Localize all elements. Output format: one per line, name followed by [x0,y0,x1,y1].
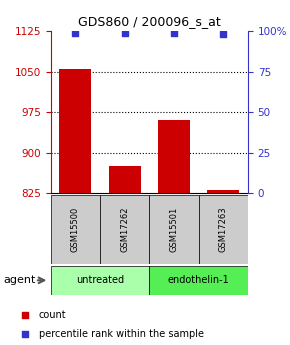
Point [122,30,127,36]
Bar [51,195,100,264]
Bar [100,195,149,264]
Point [243,77,247,82]
Bar [51,266,149,295]
Bar [149,195,199,264]
Bar [158,120,190,193]
Text: agent: agent [3,275,35,285]
Bar [207,190,239,193]
Point [73,30,78,36]
Point [172,30,176,36]
Point [221,31,226,37]
Point [243,253,247,258]
Text: GSM15501: GSM15501 [169,207,179,252]
Text: GSM15500: GSM15500 [71,207,80,252]
Bar [109,166,141,193]
Bar [199,195,248,264]
Text: endothelin-1: endothelin-1 [168,275,229,285]
Text: count: count [39,310,66,319]
Text: untreated: untreated [76,275,124,285]
Bar [149,266,248,295]
Text: GSM17262: GSM17262 [120,207,129,252]
Text: GSM17263: GSM17263 [219,207,228,252]
Bar [59,69,91,193]
Title: GDS860 / 200096_s_at: GDS860 / 200096_s_at [78,16,221,29]
Text: percentile rank within the sample: percentile rank within the sample [39,329,204,339]
